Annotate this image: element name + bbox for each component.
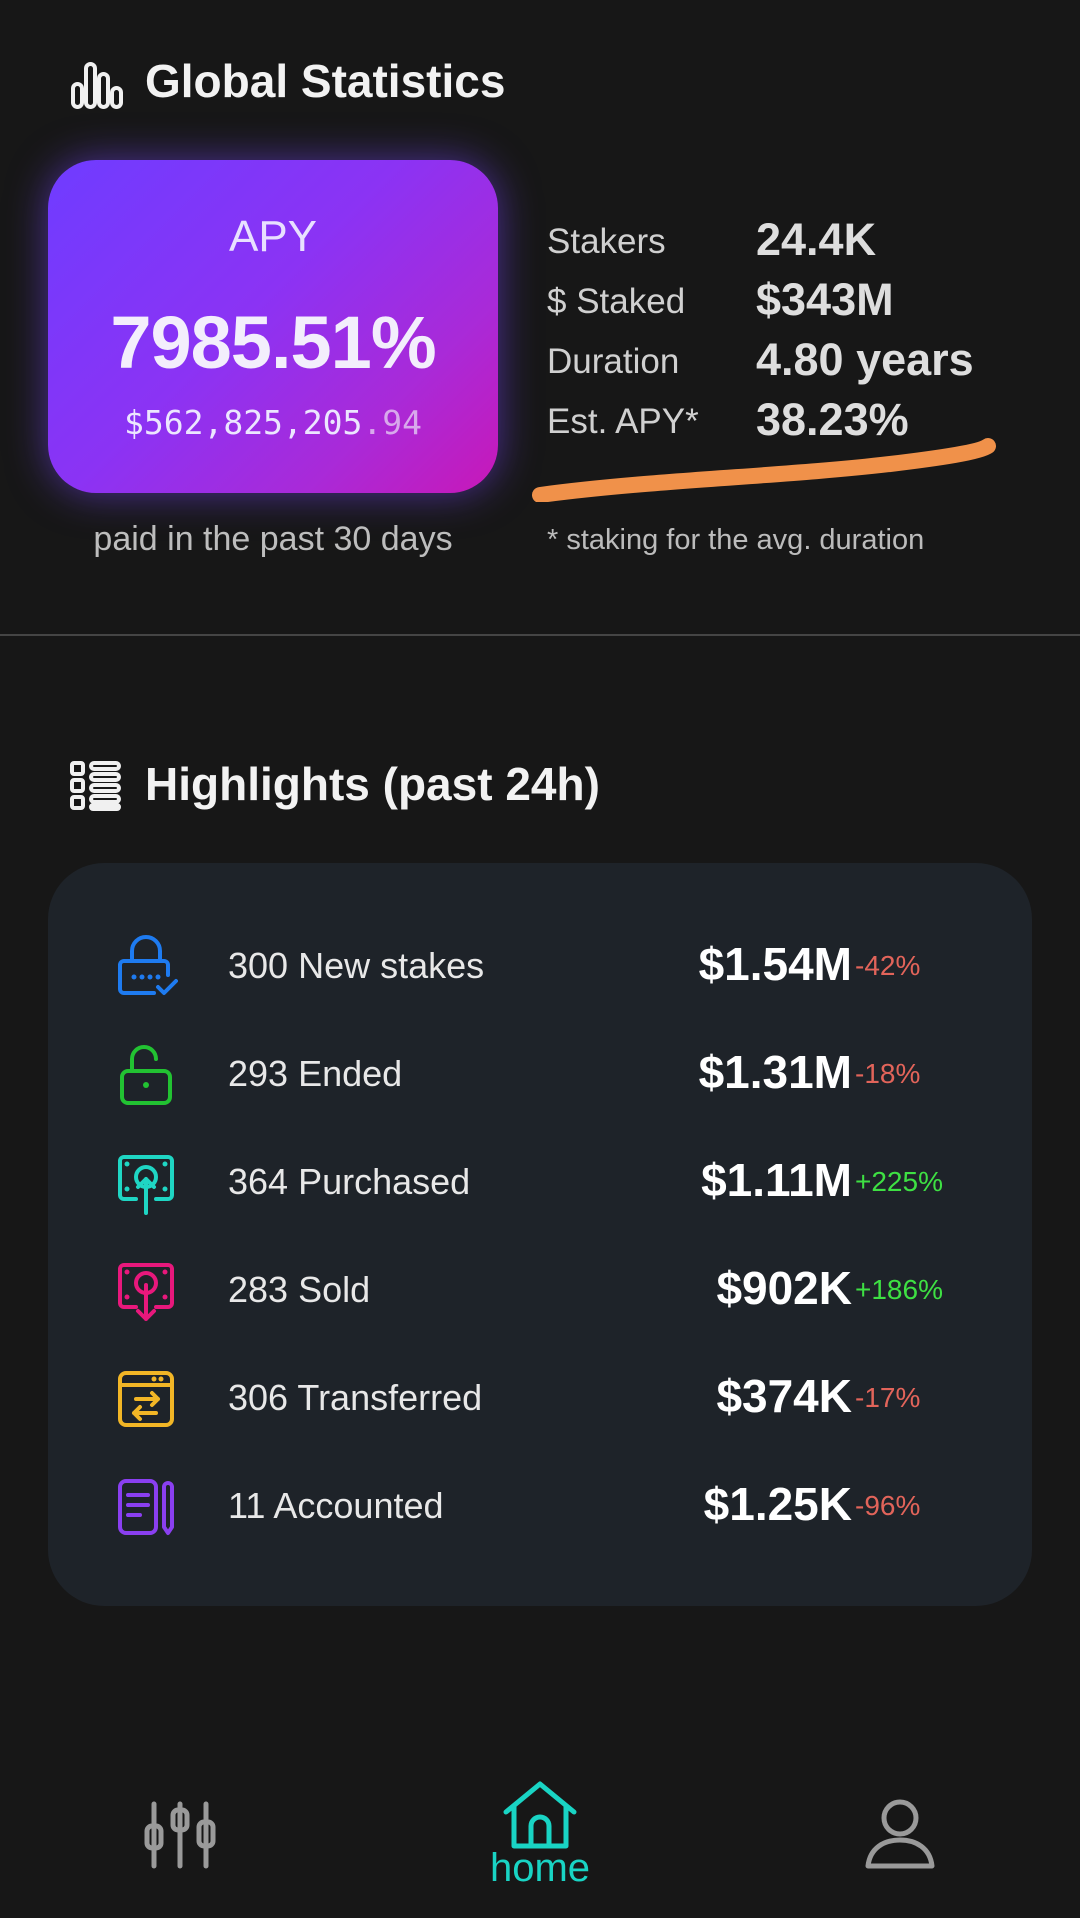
highlight-value: $1.25K: [703, 1478, 852, 1530]
apy-paid-main: $562,825,205: [123, 403, 363, 442]
stat-value-duration: 4.80 years: [756, 334, 974, 385]
stat-value-staked: $343M: [756, 274, 894, 325]
highlight-label: 283 Sold: [228, 1269, 371, 1310]
highlight-value: $1.11M: [701, 1154, 852, 1206]
apy-caption: paid in the past 30 days: [93, 520, 453, 558]
highlight-label: 11 Accounted: [228, 1485, 444, 1526]
highlight-change: +186%: [855, 1274, 943, 1305]
highlight-underline: [532, 438, 996, 502]
bottom-nav: home: [0, 1760, 1080, 1918]
highlight-row-accounted[interactable]: 11 Accounted $1.25K -96%: [48, 1455, 1032, 1555]
apy-paid-cents: .94: [362, 403, 423, 442]
home-nav-label[interactable]: home: [489, 1846, 591, 1890]
list-icon: [70, 761, 121, 811]
highlight-change: -18%: [855, 1058, 921, 1089]
highlight-value: $1.54M: [698, 938, 852, 990]
home-nav-icon[interactable]: [500, 1780, 580, 1850]
footnote: * staking for the avg. duration: [547, 524, 925, 556]
transfer-icon: [118, 1371, 174, 1427]
highlight-value: $902K: [716, 1262, 852, 1314]
highlight-row-transferred[interactable]: 306 Transferred $374K -17%: [48, 1347, 1032, 1447]
unlock-icon: [120, 1045, 172, 1105]
stat-label-stakers: Stakers: [547, 222, 666, 261]
highlight-row-ended[interactable]: 293 Ended $1.31M -18%: [48, 1023, 1032, 1123]
highlight-row-new-stakes[interactable]: 300 New stakes $1.54M -42%: [48, 915, 1032, 1015]
highlight-label: 300 New stakes: [228, 945, 485, 986]
apy-card: APY 7985.51% $562,825,205.94: [48, 160, 498, 493]
highlight-row-sold[interactable]: 283 Sold $902K +186%: [48, 1239, 1032, 1339]
highlight-change: +225%: [855, 1166, 943, 1197]
highlight-label: 293 Ended: [228, 1053, 403, 1094]
highlights-card: 300 New stakes $1.54M -42% 293 Ended $1.…: [48, 863, 1032, 1606]
stat-value-est-apy: 38.23%: [756, 394, 909, 445]
accounting-icon: [118, 1479, 174, 1535]
highlight-label: 306 Transferred: [228, 1377, 483, 1418]
highlight-value: $1.31M: [698, 1046, 852, 1098]
sell-icon: [118, 1263, 174, 1321]
stat-label-duration: Duration: [547, 342, 680, 381]
global-statistics-title: Global Statistics: [145, 55, 506, 107]
profile-nav-icon[interactable]: [862, 1796, 938, 1872]
stat-value-stakers: 24.4K: [756, 214, 877, 265]
highlight-change: -96%: [855, 1490, 921, 1521]
apy-label: APY: [228, 212, 318, 261]
divider: [0, 634, 1080, 636]
stats-nav-icon[interactable]: [140, 1800, 220, 1870]
stat-label-staked: $ Staked: [547, 282, 686, 321]
purchase-icon: [118, 1155, 174, 1215]
highlight-label: 364 Purchased: [228, 1161, 471, 1202]
highlight-row-purchased[interactable]: 364 Purchased $1.11M +225%: [48, 1131, 1032, 1231]
apy-value: 7985.51%: [110, 301, 436, 384]
lock-check-icon: [118, 935, 178, 995]
stat-label-est-apy: Est. APY*: [547, 402, 699, 441]
highlight-change: -17%: [855, 1382, 921, 1413]
highlights-title: Highlights (past 24h): [145, 758, 600, 810]
apy-paid-amount: $562,825,205.94: [48, 403, 498, 442]
highlight-change: -42%: [855, 950, 921, 981]
highlight-value: $374K: [716, 1370, 852, 1422]
bar-chart-icon: [71, 62, 123, 109]
